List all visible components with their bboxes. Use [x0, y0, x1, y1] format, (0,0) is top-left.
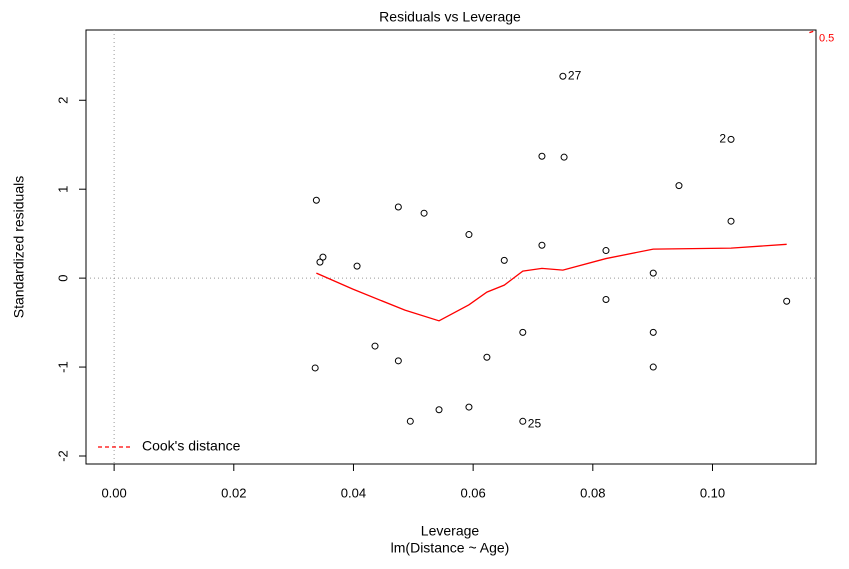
cooks-distance-line	[809, 29, 817, 34]
x-tick-label: 0.04	[341, 485, 366, 500]
chart-title: Residuals vs Leverage	[379, 9, 521, 25]
point	[602, 295, 610, 303]
point	[371, 342, 379, 350]
point	[675, 182, 683, 190]
point	[353, 262, 361, 270]
point-label: 2	[719, 132, 726, 146]
point	[649, 363, 657, 371]
point	[319, 253, 327, 261]
point-label: 27	[568, 68, 582, 82]
point	[538, 152, 546, 160]
y-axis-label: Standardized residuals	[11, 176, 27, 318]
point	[406, 417, 414, 425]
point	[420, 209, 428, 217]
y-tick-label: -1	[55, 361, 70, 373]
point	[560, 153, 568, 161]
x-tick-label: 0.08	[580, 485, 605, 500]
point	[783, 297, 791, 305]
x-tick-label: 0.00	[101, 485, 126, 500]
point	[465, 231, 473, 239]
point	[727, 135, 735, 143]
point	[311, 364, 319, 372]
x-axis-label: Leverage	[421, 523, 480, 539]
y-tick-label: 2	[55, 97, 70, 104]
x-tick-label: 0.02	[221, 485, 246, 500]
x-tick-label: 0.06	[460, 485, 485, 500]
point	[435, 406, 443, 414]
point	[519, 417, 527, 425]
y-tick-label: 1	[55, 186, 70, 193]
point	[312, 196, 320, 204]
subtitle: lm(Distance ~ Age)	[391, 540, 510, 556]
smoother-line	[316, 243, 787, 322]
point	[394, 357, 402, 365]
x-tick-label: 0.10	[700, 485, 725, 500]
point	[465, 403, 473, 411]
point	[394, 203, 402, 211]
point	[538, 241, 546, 249]
point	[316, 258, 324, 266]
point	[727, 217, 735, 225]
point	[500, 256, 508, 264]
point	[559, 72, 567, 80]
point	[483, 353, 491, 361]
point	[519, 328, 527, 336]
y-tick-label: -2	[55, 450, 70, 462]
point	[602, 247, 610, 255]
y-tick-label: 0	[55, 275, 70, 282]
point	[649, 328, 657, 336]
plot-frame	[85, 29, 817, 465]
annotation: 0.5	[819, 33, 834, 45]
legend-label: Cook's distance	[142, 438, 241, 454]
point	[649, 269, 657, 277]
point-label: 25	[528, 416, 542, 430]
